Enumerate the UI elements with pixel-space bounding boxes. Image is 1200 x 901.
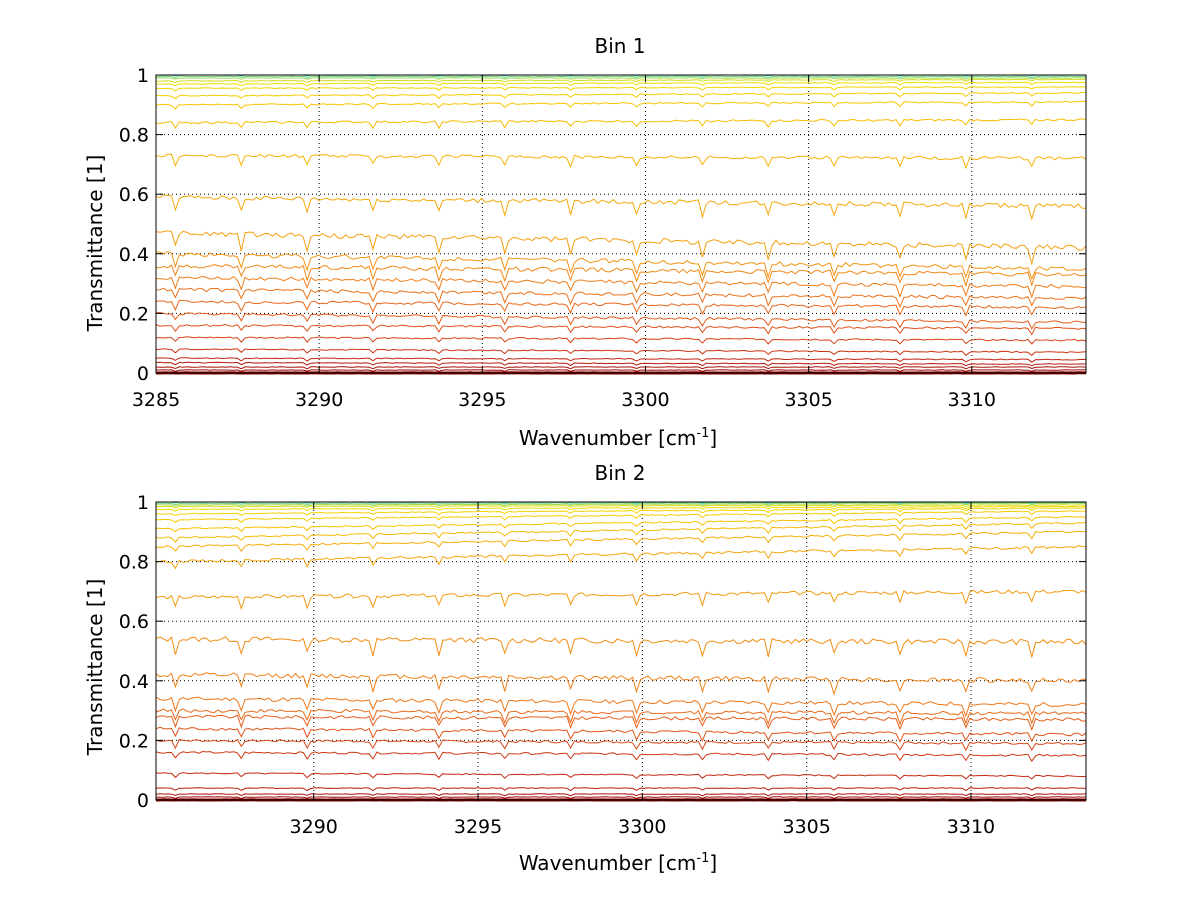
x-tick-label: 3295 (454, 816, 502, 838)
spectrum-line (155, 287, 1087, 309)
spectrum-line (155, 714, 1087, 732)
y-tick-label: 0 (137, 790, 149, 812)
spectrum-line (155, 796, 1087, 800)
spectrum-line (155, 361, 1087, 367)
spectrum-line (155, 708, 1087, 726)
y-tick-label: 0.4 (119, 671, 149, 693)
x-tick-label: 3300 (621, 389, 669, 411)
spectrum-line (155, 357, 1087, 363)
x-tick-label: 3310 (947, 816, 995, 838)
spectrum-line (155, 750, 1087, 763)
plot-frame (155, 74, 1087, 374)
chart-title: Bin 1 (594, 34, 645, 58)
series-group (155, 501, 1087, 802)
spectrum-line (155, 251, 1087, 281)
spectrum-line (155, 118, 1087, 130)
x-tick-label: 3310 (948, 389, 996, 411)
spectrum-line (155, 515, 1087, 533)
spectrum-line (155, 323, 1087, 336)
y-tick-label: 1 (137, 65, 149, 87)
spectrum-line (155, 369, 1087, 372)
spectrum-line (155, 589, 1087, 611)
spectrum-line (155, 787, 1087, 792)
spectrum-line (155, 336, 1087, 345)
spectrum-line (155, 91, 1087, 100)
y-axis-label: Transmittance [1] (83, 155, 107, 333)
x-ticks: 3285 3290 3295 3300 3305 3310 (132, 75, 996, 411)
y-tick-label: 0.6 (119, 184, 149, 206)
spectrum-line (155, 230, 1087, 266)
chart-title: Bin 2 (594, 461, 645, 485)
spectrum-line (155, 738, 1087, 752)
x-tick-label: 3285 (132, 389, 180, 411)
spectrum-line (155, 545, 1087, 570)
y-tick-label: 1 (137, 492, 149, 514)
spectrum-line (155, 530, 1087, 552)
x-axis-label: Wavenumber [cm-1] (519, 851, 717, 875)
x-tick-label: 3305 (784, 389, 832, 411)
spectrum-line (155, 81, 1087, 87)
y-tick-label: 0.8 (119, 125, 149, 147)
spectrum-line (155, 77, 1087, 80)
spectrum-line (155, 726, 1087, 743)
x-tick-label: 3305 (782, 816, 830, 838)
spectrum-line (155, 636, 1087, 658)
spectrum-line (155, 311, 1087, 330)
spectrum-line (155, 510, 1086, 523)
y-tick-label: 0 (137, 363, 149, 385)
spectrum-line (155, 75, 1087, 79)
y-tick-label: 0.6 (119, 611, 149, 633)
spectrum-line (156, 504, 1087, 509)
y-ticks: 0 0.2 0.4 0.6 0.8 1 (119, 492, 1086, 812)
chart-bin-2: Bin 2 3290 3295 3300 3305 3310 0 0.2 0.4 0.6 0.8… (83, 461, 1087, 875)
spectrum-line (155, 194, 1086, 221)
spectrum-line (156, 501, 1087, 506)
spectrum-line (155, 507, 1087, 517)
y-tick-label: 0.4 (119, 244, 149, 266)
spectrum-line (155, 100, 1087, 110)
spectrum-line (155, 86, 1087, 92)
spectrum-line (155, 672, 1086, 696)
spectrum-line (155, 521, 1087, 543)
spectrum-line (156, 502, 1086, 507)
y-tick-label: 0.2 (119, 730, 149, 752)
x-tick-label: 3300 (618, 816, 666, 838)
y-ticks: 0 0.2 0.4 0.6 0.8 1 (119, 65, 1086, 385)
spectrum-line (156, 275, 1087, 299)
spectrum-line (155, 348, 1087, 356)
y-tick-label: 0.8 (119, 552, 149, 574)
spectrum-line (155, 264, 1087, 288)
spectrum-line (155, 793, 1087, 797)
x-tick-label: 3290 (290, 816, 338, 838)
x-axis-label: Wavenumber [cm-1] (519, 426, 717, 450)
x-ticks: 3290 3295 3300 3305 3310 (290, 502, 995, 838)
spectrum-line (156, 505, 1087, 512)
spectrum-line (155, 78, 1086, 84)
spectrum-line (155, 366, 1087, 370)
spectrum-line (155, 696, 1087, 718)
spectrum-line (155, 153, 1087, 170)
plot-frame (155, 501, 1087, 801)
spectrum-line (155, 299, 1087, 317)
y-tick-label: 0.2 (119, 303, 149, 325)
chart-bin-1: Bin 1 3285 3290 3295 3300 3305 3310 0 0.2 0.4 0.… (83, 34, 1087, 450)
x-tick-label: 3295 (458, 389, 506, 411)
y-axis-label: Transmittance [1] (83, 579, 107, 757)
series-group (155, 74, 1087, 375)
spectrum-line (155, 772, 1087, 780)
x-tick-label: 3290 (295, 389, 343, 411)
